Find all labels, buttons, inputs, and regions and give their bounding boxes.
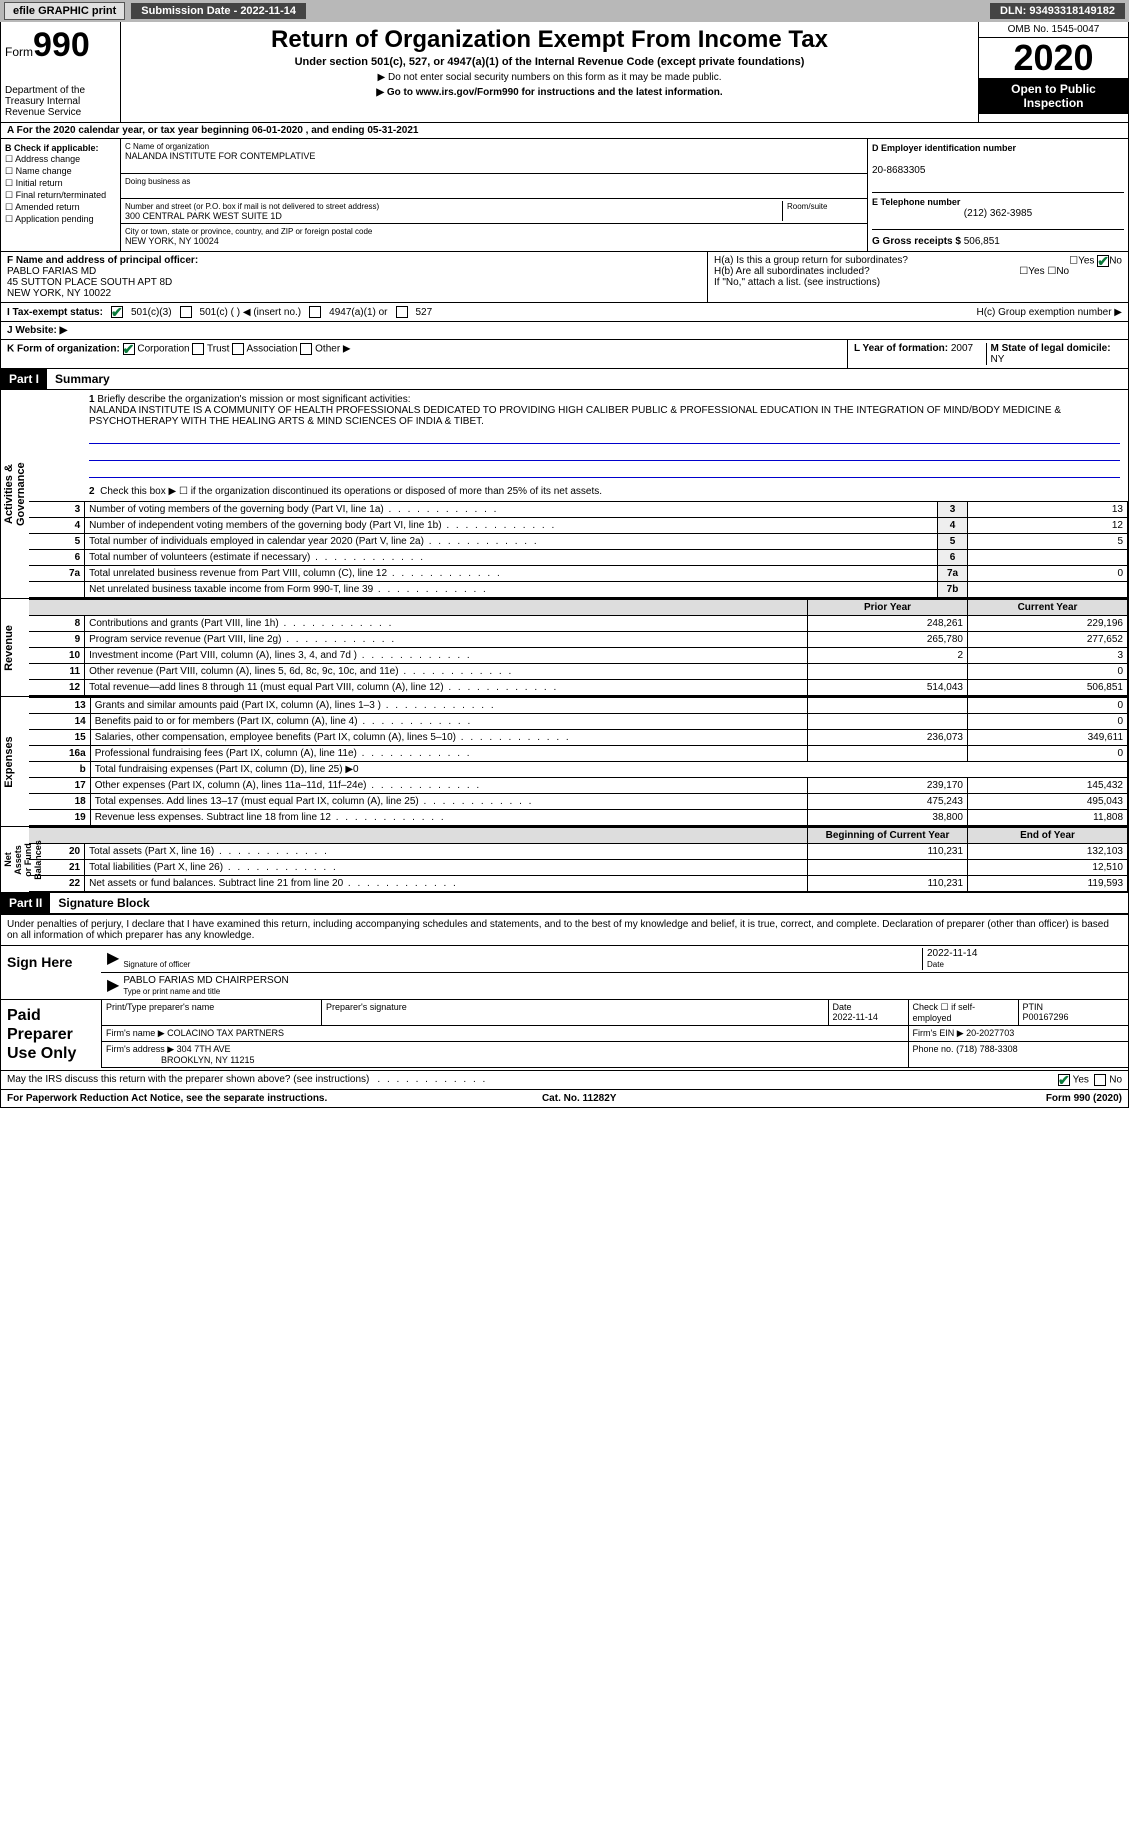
open-to-public: Open to Public Inspection bbox=[979, 78, 1128, 114]
dept-treasury: Department of the Treasury Internal Reve… bbox=[5, 85, 116, 118]
instructions-link[interactable]: ▶ Go to www.irs.gov/Form990 for instruct… bbox=[125, 87, 974, 98]
governance-table: 3Number of voting members of the governi… bbox=[29, 501, 1128, 598]
tab-expenses: Expenses bbox=[3, 736, 15, 787]
part2-header: Part IISignature Block bbox=[1, 893, 1128, 914]
dln: DLN: 93493318149182 bbox=[990, 3, 1125, 19]
hb-note: If "No," attach a list. (see instruction… bbox=[714, 277, 1122, 288]
hc-group-exemption: H(c) Group exemption number ▶ bbox=[976, 307, 1122, 318]
chk-name-change[interactable]: ☐ Name change bbox=[5, 166, 116, 177]
chk-amended[interactable]: ☐ Amended return bbox=[5, 202, 116, 213]
block-fh: F Name and address of principal officer:… bbox=[0, 252, 1129, 303]
ssn-warning: ▶ Do not enter social security numbers o… bbox=[125, 72, 974, 83]
chk-final-return[interactable]: ☐ Final return/terminated bbox=[5, 190, 116, 201]
firm-ein: Firm's EIN ▶ 20-2027703 bbox=[908, 1026, 1128, 1042]
sign-here-label: Sign Here bbox=[1, 946, 101, 999]
preparer-signature[interactable]: Preparer's signature bbox=[322, 1000, 829, 1026]
address-field: Number and street (or P.O. box if mail i… bbox=[121, 199, 867, 224]
org-name-field: C Name of organizationNALANDA INSTITUTE … bbox=[121, 139, 867, 174]
tax-year: 2020 bbox=[979, 38, 1128, 78]
form-subtitle: Under section 501(c), 527, or 4947(a)(1)… bbox=[125, 56, 974, 68]
preparer-name: Print/Type preparer's name bbox=[102, 1000, 322, 1026]
ein-field: D Employer identification number20-86833… bbox=[872, 143, 1124, 193]
chk-527[interactable] bbox=[396, 306, 408, 318]
tab-net-assets: Net Assets or Fund Balances bbox=[3, 840, 43, 880]
chk-trust[interactable] bbox=[192, 343, 204, 355]
chk-initial-return[interactable]: ☐ Initial return bbox=[5, 178, 116, 189]
chk-assoc[interactable] bbox=[232, 343, 244, 355]
state-domicile: M State of legal domicile: NY bbox=[986, 343, 1123, 365]
form-number: Form990 bbox=[5, 26, 116, 65]
tab-activities-governance: Activities & Governance bbox=[3, 442, 27, 546]
year-formation: L Year of formation: 2007 bbox=[854, 343, 986, 365]
omb-number: OMB No. 1545-0047 bbox=[979, 22, 1128, 38]
paid-preparer-block: Paid Preparer Use Only Print/Type prepar… bbox=[0, 1000, 1129, 1071]
chk-address-change[interactable]: ☐ Address change bbox=[5, 154, 116, 165]
chk-501c[interactable] bbox=[180, 306, 192, 318]
part1-header: Part ISummary bbox=[1, 369, 1128, 390]
discuss-yes[interactable] bbox=[1058, 1074, 1070, 1086]
section-j-website: J Website: ▶ bbox=[0, 322, 1129, 340]
form-header: Form990 Department of the Treasury Inter… bbox=[0, 22, 1129, 123]
firm-phone: Phone no. (718) 788-3308 bbox=[908, 1042, 1128, 1068]
chk-other[interactable] bbox=[300, 343, 312, 355]
principal-officer: F Name and address of principal officer:… bbox=[1, 252, 708, 302]
perjury-declaration: Under penalties of perjury, I declare th… bbox=[1, 915, 1128, 945]
chk-501c3[interactable] bbox=[111, 306, 123, 318]
block-bcdeg: B Check if applicable: ☐ Address change … bbox=[0, 139, 1129, 252]
city-field: City or town, state or province, country… bbox=[121, 224, 867, 248]
firm-address: Firm's address ▶ 304 7TH AVE BROOKLYN, N… bbox=[102, 1042, 909, 1068]
submission-date: Submission Date - 2022-11-14 bbox=[131, 3, 306, 19]
phone-field: E Telephone number(212) 362-3985 bbox=[872, 193, 1124, 230]
chk-corp[interactable] bbox=[123, 343, 135, 355]
section-a-tax-year: A For the 2020 calendar year, or tax yea… bbox=[0, 123, 1129, 139]
tab-revenue: Revenue bbox=[3, 625, 15, 671]
dba-field: Doing business as bbox=[121, 174, 867, 199]
hb-subordinates: H(b) Are all subordinates included? ☐Yes… bbox=[714, 266, 1122, 277]
section-i-tax-status: I Tax-exempt status: 501(c)(3) 501(c) ( … bbox=[0, 303, 1129, 322]
expenses-table: 13Grants and similar amounts paid (Part … bbox=[29, 697, 1128, 826]
gross-receipts: G Gross receipts $ 506,851 bbox=[872, 230, 1124, 247]
netassets-table: Beginning of Current YearEnd of Year20To… bbox=[29, 827, 1128, 892]
irs-discuss: May the IRS discuss this return with the… bbox=[0, 1071, 1129, 1090]
section-b: B Check if applicable: ☐ Address change … bbox=[1, 139, 121, 251]
self-employed-chk[interactable]: Check ☐ if self-employed bbox=[908, 1000, 1018, 1026]
line2-discontinued: 2 Check this box ▶ ☐ if the organization… bbox=[29, 482, 1128, 501]
chk-application-pending[interactable]: ☐ Application pending bbox=[5, 214, 116, 225]
firm-name: Firm's name ▶ COLACINO TAX PARTNERS bbox=[102, 1026, 909, 1042]
section-klm: K Form of organization: Corporation Trus… bbox=[0, 340, 1129, 369]
chk-4947[interactable] bbox=[309, 306, 321, 318]
revenue-table: Prior YearCurrent Year8Contributions and… bbox=[29, 599, 1128, 696]
ptin: PTINP00167296 bbox=[1018, 1000, 1128, 1026]
discuss-no[interactable] bbox=[1094, 1074, 1106, 1086]
efile-print-button[interactable]: efile GRAPHIC print bbox=[4, 2, 125, 20]
form-title: Return of Organization Exempt From Incom… bbox=[125, 26, 974, 54]
top-bar: efile GRAPHIC print Submission Date - 20… bbox=[0, 0, 1129, 22]
preparer-date: Date2022-11-14 bbox=[828, 1000, 908, 1026]
mission-block: 1 Briefly describe the organization's mi… bbox=[29, 390, 1128, 482]
officer-signature-line[interactable]: ▶ Signature of officer 2022-11-14Date bbox=[101, 946, 1128, 973]
ha-group-return: H(a) Is this a group return for subordin… bbox=[714, 255, 1122, 266]
officer-name-line: ▶ PABLO FARIAS MD CHAIRPERSONType or pri… bbox=[101, 973, 1128, 999]
page-footer: For Paperwork Reduction Act Notice, see … bbox=[0, 1090, 1129, 1108]
